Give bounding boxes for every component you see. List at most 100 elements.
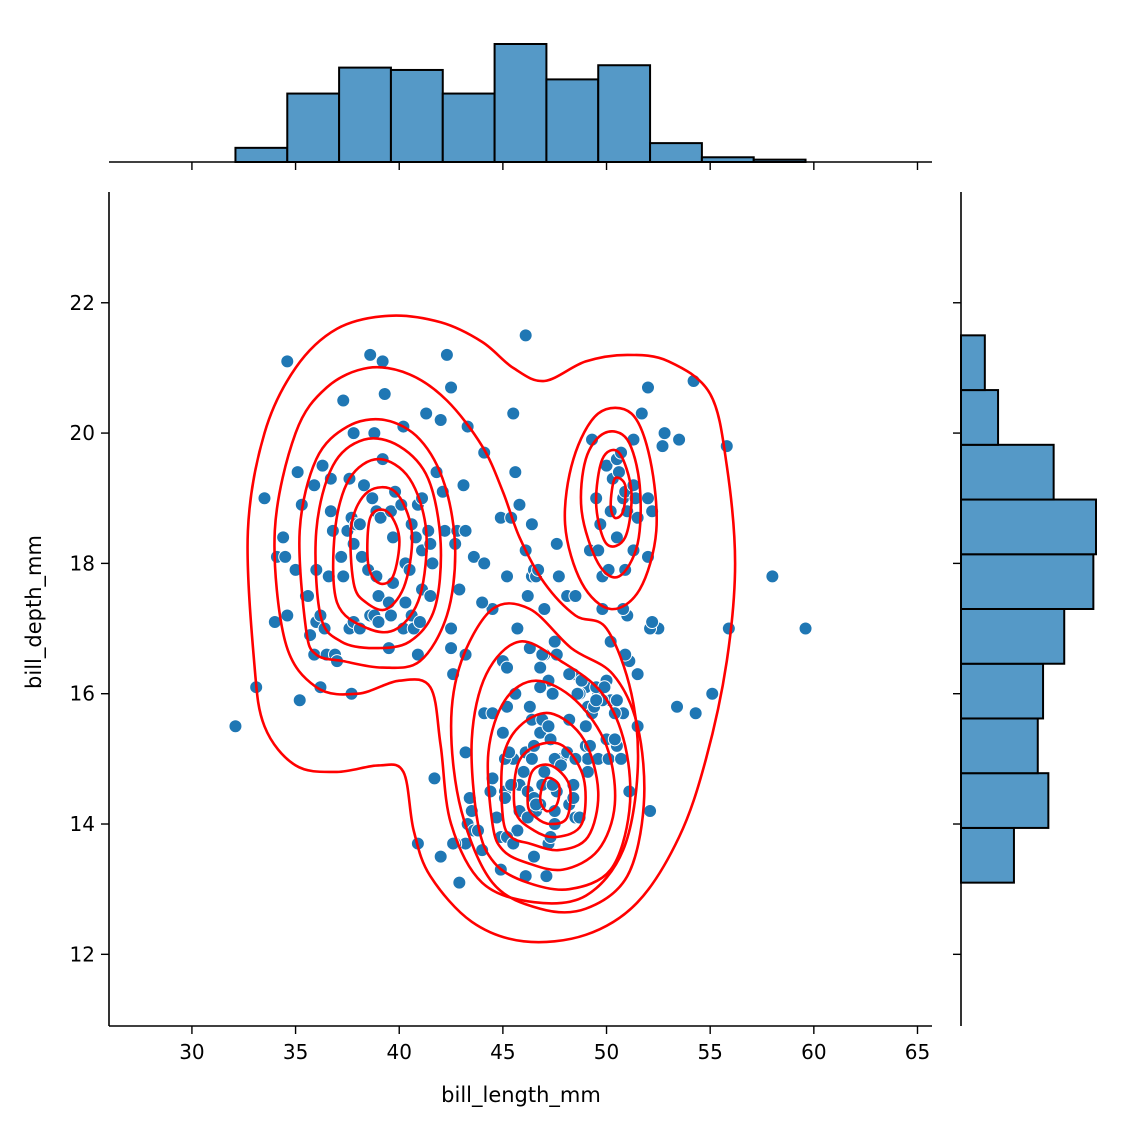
y-axis-label: bill_depth_mm [22, 535, 47, 689]
scatter-point [670, 699, 685, 714]
scatter-point [412, 615, 427, 630]
y-histogram-bar [960, 334, 986, 392]
scatter-point [640, 491, 655, 506]
scatter-point [640, 380, 655, 395]
scatter-point [292, 693, 307, 708]
kde-contour-line [470, 640, 632, 891]
scatter-point [439, 347, 454, 362]
y-histogram-bar [960, 498, 1097, 556]
scatter-point [705, 686, 720, 701]
scatter-point [325, 523, 340, 538]
kde-contour-line [246, 314, 737, 944]
x-histogram-bar [441, 92, 496, 163]
scatter-point [495, 725, 510, 740]
kde-contour-line [500, 711, 600, 852]
kde-contour-line [512, 741, 587, 839]
scatter-point [307, 647, 322, 662]
scatter-point [444, 641, 459, 656]
kde-contour-line [526, 763, 572, 826]
scatter-point [365, 491, 380, 506]
x-tick-label: 40 [387, 1040, 412, 1064]
scatter-point [398, 595, 413, 610]
scatter-point [433, 413, 448, 428]
y-marginal-histogram [960, 334, 1097, 884]
kde-contour-line [449, 602, 646, 914]
kde-contour-line [273, 365, 640, 905]
x-histogram-bar [338, 66, 392, 163]
scatter-point [352, 517, 367, 532]
y-tick-label: 14 [70, 812, 95, 836]
scatter-point [458, 745, 473, 760]
scatter-point [609, 530, 624, 545]
scatter-point [526, 849, 541, 864]
scatter-point [356, 478, 371, 493]
y-histogram-bar [960, 772, 1050, 829]
scatter-point [427, 771, 442, 786]
scatter-point [421, 523, 436, 538]
x-tick-label: 55 [697, 1040, 722, 1064]
scatter-point [433, 849, 448, 864]
x-axis-label: bill_length_mm [441, 1083, 601, 1108]
y-histogram-bar [960, 389, 1000, 446]
y-tick-label: 18 [70, 551, 95, 575]
scatter-point [290, 465, 305, 480]
x-histogram-bar [649, 142, 703, 163]
scatter-point [655, 439, 670, 454]
x-marginal-histogram [234, 43, 807, 163]
scatter-point [539, 869, 554, 884]
scatter-point [363, 347, 378, 362]
scatter-point [614, 751, 629, 766]
scatter-point [765, 569, 780, 584]
kde-contour-line [298, 417, 457, 670]
main-plot-area [228, 314, 813, 944]
kde-contour-line [594, 448, 633, 548]
x-tick-label: 45 [490, 1040, 515, 1064]
scatter-point [452, 875, 467, 890]
kde-contour-line [609, 476, 628, 520]
scatter-point [645, 615, 660, 630]
y-tick-label: 12 [70, 942, 95, 966]
scatter-point [524, 517, 539, 532]
scatter-point [688, 706, 703, 721]
x-histogram-bar [389, 68, 444, 163]
y-histogram-bar [960, 717, 1039, 775]
scatter-point [371, 615, 386, 630]
x-tick-label: 65 [905, 1040, 930, 1064]
scatter-point [506, 406, 521, 421]
y-histogram-bar [960, 553, 1095, 610]
x-histogram-bar [545, 78, 600, 163]
scatter-point [643, 803, 658, 818]
kde-contour-line [314, 437, 443, 650]
scatter-point [278, 549, 293, 564]
scatter-point [307, 478, 322, 493]
scatter-point [458, 523, 473, 538]
scatter-point [425, 556, 440, 571]
scatter-point [508, 465, 523, 480]
scatter-point [444, 380, 459, 395]
scatter-point [510, 823, 525, 838]
scatter-point [589, 693, 604, 708]
scatter-point [336, 393, 351, 408]
scatter-point [551, 569, 566, 584]
scatter-point [346, 426, 361, 441]
scatter-points [228, 328, 813, 890]
scatter-point [452, 582, 467, 597]
scatter-point [570, 686, 585, 701]
y-tick-label: 16 [70, 682, 95, 706]
scatter-point [423, 588, 438, 603]
y-marginal-ticks [953, 302, 961, 956]
x-tick-label: 50 [594, 1040, 619, 1064]
scatter-point [419, 406, 434, 421]
kde-contour-line [579, 430, 643, 579]
scatter-point [346, 536, 361, 551]
scatter-point [280, 354, 295, 369]
y-tick-label: 20 [70, 421, 95, 445]
scatter-point [607, 732, 622, 747]
y-tick-label: 22 [70, 291, 95, 315]
scatter-point [537, 764, 552, 779]
scatter-point [657, 426, 672, 441]
scatter-point [466, 549, 481, 564]
x-histogram-bar [286, 92, 341, 163]
scatter-point [533, 660, 548, 675]
